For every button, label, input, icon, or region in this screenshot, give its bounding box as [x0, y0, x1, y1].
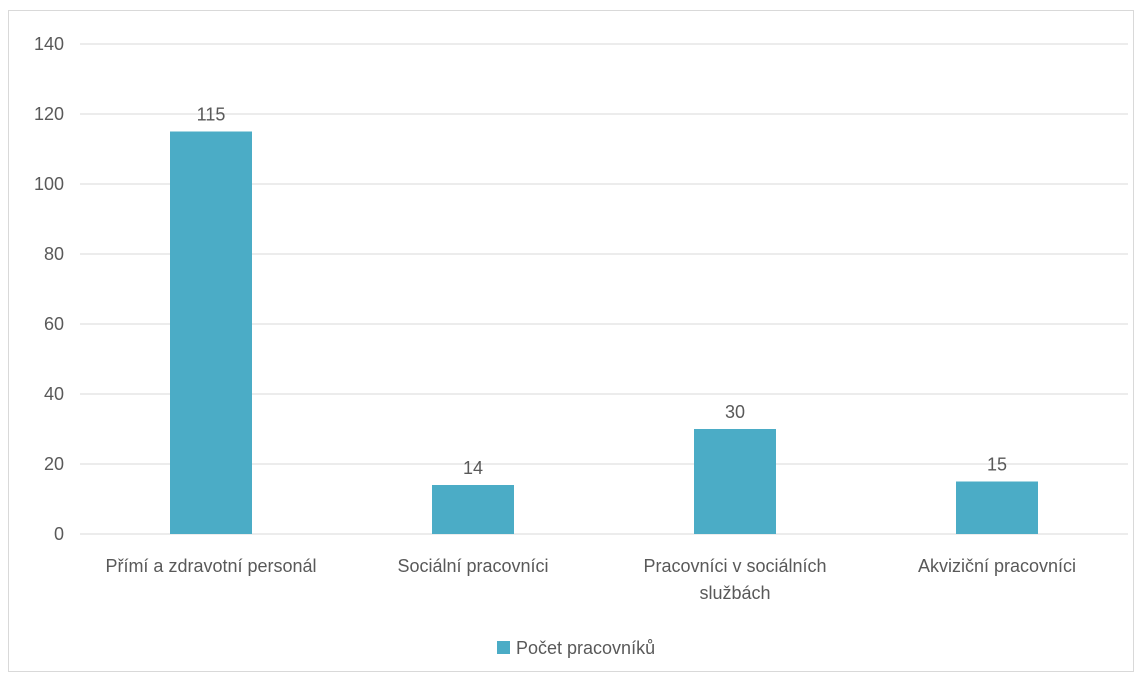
y-axis-ticks: 0 20 40 60 80 100 120 140: [34, 34, 64, 544]
y-tick-label: 40: [44, 384, 64, 404]
x-category-label: Sociální pracovníci: [397, 556, 548, 576]
bar: [170, 131, 252, 534]
y-tick-label: 140: [34, 34, 64, 54]
x-category-label: Akviziční pracovníci: [918, 556, 1076, 576]
data-label: 14: [463, 458, 483, 478]
data-labels: 115 14 30 15: [197, 105, 1007, 479]
data-label: 115: [197, 105, 226, 125]
bar: [694, 429, 776, 534]
x-category-label: službách: [699, 583, 770, 603]
data-label: 15: [987, 455, 1007, 475]
legend-label: Počet pracovníků: [516, 638, 655, 658]
y-tick-label: 100: [34, 174, 64, 194]
y-tick-label: 80: [44, 244, 64, 264]
y-tick-label: 0: [54, 524, 64, 544]
bars: [170, 131, 1038, 534]
x-category-label: Přímí a zdravotní personál: [105, 556, 316, 576]
x-axis-categories: Přímí a zdravotní personál Sociální praco…: [105, 556, 1076, 603]
bar: [432, 485, 514, 534]
legend: Počet pracovníků: [497, 638, 655, 658]
y-tick-label: 20: [44, 454, 64, 474]
bar: [956, 481, 1038, 534]
x-category-label: Pracovníci v sociálních: [643, 556, 826, 576]
y-tick-label: 60: [44, 314, 64, 334]
legend-swatch: [497, 641, 510, 654]
data-label: 30: [725, 402, 745, 422]
y-tick-label: 120: [34, 104, 64, 124]
gridlines: [80, 43, 1128, 535]
